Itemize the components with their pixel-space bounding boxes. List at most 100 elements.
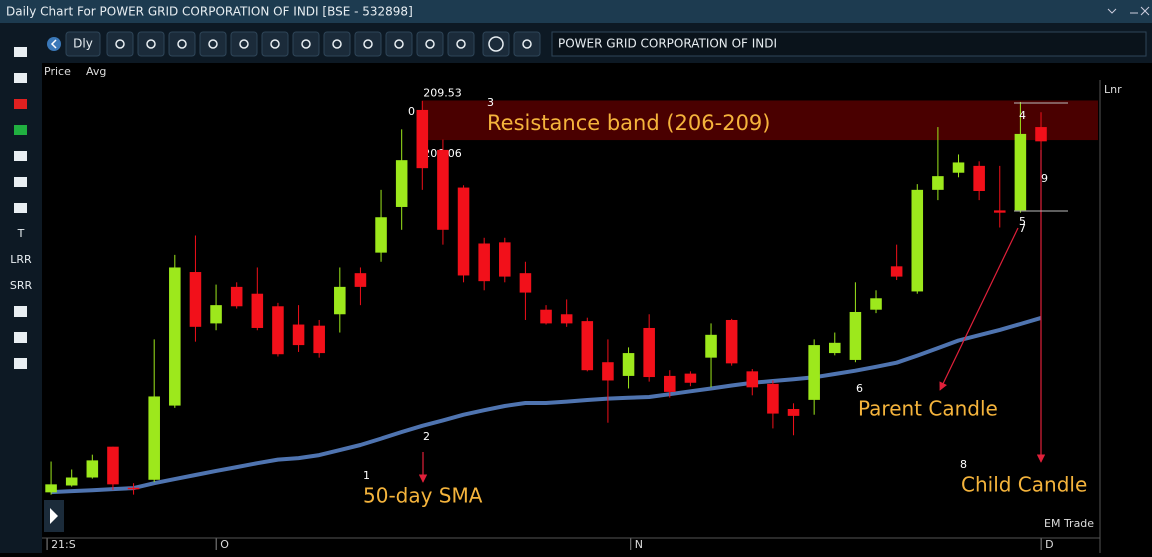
tool-button[interactable] — [168, 31, 196, 57]
candle-body — [107, 446, 119, 485]
resistance-band — [422, 100, 1099, 141]
tool-button[interactable] — [416, 31, 444, 57]
side-tool-icon[interactable] — [14, 151, 27, 161]
tool-icon — [208, 39, 218, 49]
tool-icon — [332, 39, 342, 49]
candle-body — [787, 409, 800, 416]
interval-button[interactable] — [65, 31, 101, 57]
candle-body — [684, 373, 697, 383]
x-tick-label: O — [220, 538, 229, 551]
tool-button[interactable] — [261, 31, 289, 57]
title-bar — [0, 0, 1152, 23]
tool-icon — [363, 39, 373, 49]
marker-label: 0 — [408, 105, 415, 118]
candle-body — [643, 327, 655, 378]
tool-button[interactable] — [513, 31, 541, 57]
marker-label: 2 — [423, 430, 430, 443]
candle-body — [354, 273, 367, 287]
sma-line — [51, 315, 1042, 495]
candle-body — [375, 217, 387, 253]
tool-icon — [177, 39, 187, 49]
x-tick-label: D — [1045, 538, 1053, 551]
search-box[interactable] — [551, 31, 1147, 57]
candle-body — [272, 306, 284, 355]
candle-body — [932, 176, 944, 190]
scale-label: Lnr — [1104, 83, 1122, 96]
candle-body — [952, 162, 965, 173]
candle-body — [602, 362, 614, 381]
side-tool-icon[interactable] — [14, 47, 27, 57]
candle-body — [746, 371, 759, 388]
window-title: Daily Chart For POWER GRID CORPORATION O… — [6, 5, 413, 19]
tool-button[interactable] — [447, 31, 475, 57]
tool-button[interactable] — [199, 31, 227, 57]
annotation: Resistance band (206-209) — [487, 111, 770, 135]
band-high-label: 209.53 — [423, 86, 462, 99]
tool-icon — [425, 39, 435, 49]
tool-button[interactable] — [292, 31, 320, 57]
candle-body — [292, 324, 305, 346]
side-tool[interactable]: T — [17, 227, 25, 240]
candle-body — [890, 266, 903, 277]
tool-button[interactable] — [354, 31, 382, 57]
marker-label: 1 — [363, 469, 370, 482]
tool-button[interactable] — [137, 31, 165, 57]
candle-body — [499, 242, 511, 277]
candle-body — [45, 484, 57, 493]
candle-body — [416, 109, 429, 169]
tool-button[interactable] — [230, 31, 258, 57]
annotation: 50-day SMA — [363, 484, 483, 508]
tool-button[interactable] — [323, 31, 351, 57]
menu-button[interactable] — [1107, 8, 1117, 14]
tool-icon — [488, 36, 504, 52]
candle-body — [581, 321, 594, 371]
side-tool[interactable]: LRR — [10, 253, 32, 266]
tool-icon — [456, 39, 466, 49]
tool-icon — [146, 39, 156, 49]
tool-button[interactable] — [106, 31, 134, 57]
tool-button[interactable] — [385, 31, 413, 57]
candle-body — [870, 298, 882, 310]
marker-label: 6 — [856, 382, 863, 395]
annotation: Child Candle — [961, 473, 1087, 497]
tool-button[interactable] — [482, 31, 510, 57]
candle-body — [849, 311, 862, 360]
price-axis — [1100, 63, 1152, 553]
candle-body — [540, 309, 552, 324]
candle-body — [622, 353, 635, 376]
tool-icon — [239, 39, 249, 49]
side-tool-icon[interactable] — [14, 332, 27, 343]
close-button[interactable] — [1140, 6, 1150, 16]
candle-body — [230, 286, 243, 307]
candle-body — [189, 272, 202, 327]
candle-body — [127, 487, 140, 490]
annotation: Parent Candle — [858, 397, 998, 421]
candle-body — [911, 189, 924, 292]
brand: EM Trade — [1044, 517, 1094, 530]
candle-body — [519, 273, 532, 293]
marker-label: 5 — [1019, 215, 1026, 228]
tool-icon — [270, 39, 280, 49]
side-tool-icon[interactable] — [14, 99, 27, 109]
candle-body — [829, 342, 841, 354]
tool-icon — [301, 39, 311, 49]
candle-body — [705, 334, 717, 358]
side-tool-icon[interactable] — [14, 358, 27, 369]
candle-body — [457, 187, 470, 276]
interval-label: Dly — [73, 37, 93, 51]
side-tool-icon[interactable] — [14, 177, 27, 187]
marker-label: 8 — [960, 458, 967, 471]
back-button[interactable] — [47, 37, 61, 51]
x-tick-label: N — [635, 538, 643, 551]
side-tool[interactable]: SRR — [10, 279, 33, 292]
side-tool-icon[interactable] — [14, 73, 27, 83]
arrow — [939, 227, 1019, 391]
side-tool-icon[interactable] — [14, 203, 27, 213]
tool-icon — [394, 39, 404, 49]
candle-body — [725, 319, 738, 364]
side-tool-icon[interactable] — [14, 306, 27, 317]
legend-price: Price — [44, 65, 71, 78]
side-tool-icon[interactable] — [14, 125, 27, 135]
